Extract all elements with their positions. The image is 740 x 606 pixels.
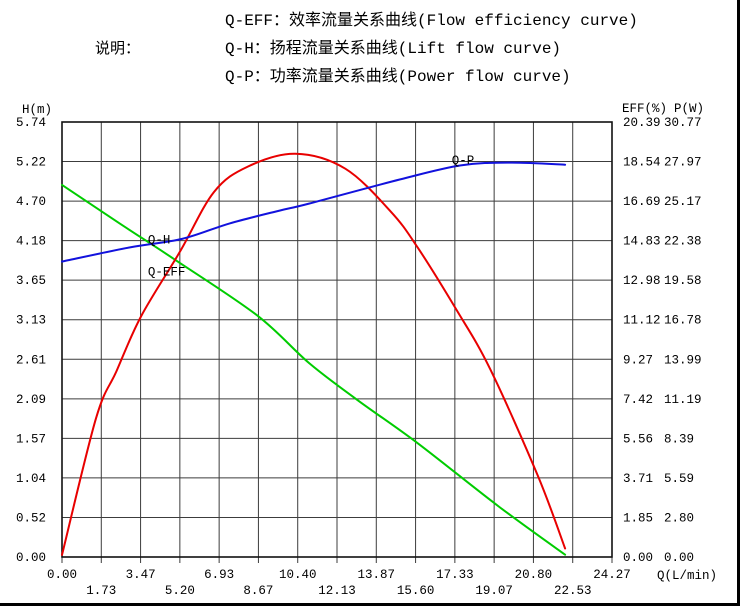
x-axis-tick-label: 0.00: [47, 568, 77, 582]
y-axis-tick-label-h: 4.70: [16, 195, 46, 209]
x-axis-tick-label: 5.20: [165, 584, 195, 598]
legend-label: 说明：: [95, 41, 141, 58]
y-axis-tick-label-eff: 16.69: [623, 195, 661, 209]
y-axis-tick-label-eff: 9.27: [623, 353, 653, 367]
y-axis-tick-label-p: 25.17: [664, 195, 702, 209]
y-axis-tick-label-p: 2.80: [664, 511, 694, 525]
curve-label-q-h: Q-H: [148, 233, 171, 247]
x-axis-tick-label: 13.87: [358, 568, 396, 582]
y-axis-tick-label-h: 0.00: [16, 551, 46, 565]
y-axis-tick-label-p: 16.78: [664, 314, 702, 328]
legend-line-q-eff: Q-EFF：效率流量关系曲线(Flow efficiency curve): [225, 12, 638, 30]
x-axis-tick-label: 10.40: [279, 568, 317, 582]
y-axis-title-h: H(m): [22, 103, 52, 117]
x-axis-tick-label: 19.07: [475, 584, 513, 598]
y-axis-tick-label-h: 1.57: [16, 432, 46, 446]
curve-q-p: [61, 161, 567, 263]
curve-label-q-p: Q-P: [452, 154, 475, 168]
x-axis-tick-label: 24.27: [593, 568, 631, 582]
y-axis-tick-label-eff: 7.42: [623, 393, 653, 407]
y-axis-tick-label-p: 19.58: [664, 274, 702, 288]
y-axis-tick-label-eff: 0.00: [623, 551, 653, 565]
y-axis-tick-label-h: 4.18: [16, 235, 46, 249]
x-axis-tick-label: 17.33: [436, 568, 474, 582]
y-axis-tick-label-h: 2.09: [16, 393, 46, 407]
x-axis-tick-label: 22.53: [554, 584, 592, 598]
y-axis-tick-label-p: 22.38: [664, 235, 702, 249]
y-axis-title-eff: EFF(%): [622, 102, 667, 116]
y-axis-tick-label-p: 0.00: [664, 551, 694, 565]
y-axis-tick-label-p: 5.59: [664, 472, 694, 486]
x-axis-tick-label: 1.73: [86, 584, 116, 598]
x-axis-tick-label: 6.93: [204, 568, 234, 582]
y-axis-tick-label-h: 1.04: [16, 472, 46, 486]
y-axis-tick-label-p: 30.77: [664, 116, 702, 130]
legend-line-q-h: Q-H：扬程流量关系曲线(Lift flow curve): [225, 40, 562, 58]
y-axis-tick-label-p: 11.19: [664, 393, 702, 407]
x-axis-tick-label: 20.80: [515, 568, 553, 582]
y-axis-tick-label-h: 3.13: [16, 314, 46, 328]
y-axis-tick-label-h: 3.65: [16, 274, 46, 288]
y-axis-tick-label-eff: 5.56: [623, 432, 653, 446]
y-axis-tick-label-eff: 14.83: [623, 235, 661, 249]
y-axis-tick-label-p: 8.39: [664, 432, 694, 446]
y-axis-tick-label-eff: 12.98: [623, 274, 661, 288]
x-axis-tick-label: 3.47: [126, 568, 156, 582]
y-axis-tick-label-eff: 1.85: [623, 511, 653, 525]
curve-q-h: [61, 183, 567, 556]
legend-line-q-p: Q-P：功率流量关系曲线(Power flow curve): [225, 68, 571, 86]
y-axis-title-p: P(W): [674, 102, 704, 116]
x-axis-tick-label: 12.13: [318, 584, 356, 598]
plot-border: [61, 121, 613, 558]
y-axis-tick-label-h: 5.74: [16, 116, 46, 130]
curve-q-eff: [61, 152, 567, 556]
y-axis-tick-label-eff: 3.71: [623, 472, 653, 486]
y-axis-tick-label-eff: 18.54: [623, 156, 661, 170]
y-axis-tick-label-h: 2.61: [16, 353, 46, 367]
y-axis-tick-label-h: 0.52: [16, 511, 46, 525]
y-axis-tick-label-eff: 11.12: [623, 314, 661, 328]
x-axis-tick-label: 8.67: [243, 584, 273, 598]
y-axis-tick-label-p: 13.99: [664, 353, 702, 367]
curve-label-q-eff: Q-EFF: [148, 265, 186, 279]
y-axis-tick-label-eff: 20.39: [623, 116, 661, 130]
x-axis-title: Q(L/min): [657, 569, 717, 583]
y-axis-tick-label-p: 27.97: [664, 156, 702, 170]
x-axis-tick-label: 15.60: [397, 584, 435, 598]
legend-lines: Q-EFF：效率流量关系曲线(Flow efficiency curve) Q-…: [225, 7, 638, 91]
y-axis-tick-label-h: 5.22: [16, 156, 46, 170]
